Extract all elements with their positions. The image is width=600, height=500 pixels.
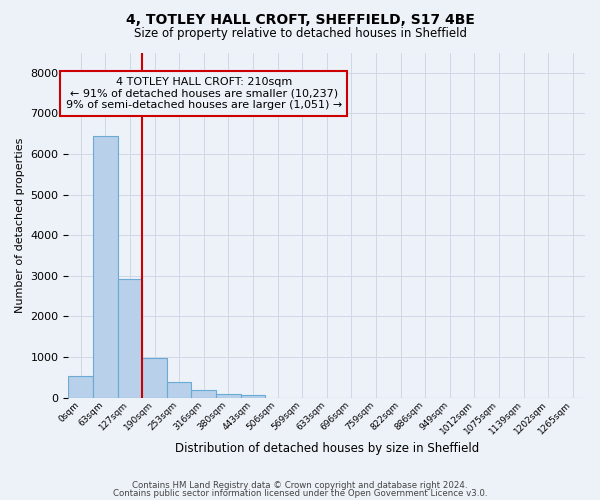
Y-axis label: Number of detached properties: Number of detached properties — [15, 138, 25, 312]
Bar — [118, 279, 142, 398]
Bar — [68, 376, 93, 398]
Text: Contains public sector information licensed under the Open Government Licence v3: Contains public sector information licen… — [113, 488, 487, 498]
Text: Size of property relative to detached houses in Sheffield: Size of property relative to detached ho… — [133, 28, 467, 40]
Text: Contains HM Land Registry data © Crown copyright and database right 2024.: Contains HM Land Registry data © Crown c… — [132, 481, 468, 490]
Bar — [216, 394, 241, 398]
Bar — [167, 382, 191, 398]
Text: 4, TOTLEY HALL CROFT, SHEFFIELD, S17 4BE: 4, TOTLEY HALL CROFT, SHEFFIELD, S17 4BE — [125, 12, 475, 26]
Bar — [93, 136, 118, 398]
Bar — [241, 396, 265, 398]
X-axis label: Distribution of detached houses by size in Sheffield: Distribution of detached houses by size … — [175, 442, 479, 455]
Bar — [191, 390, 216, 398]
Bar — [142, 358, 167, 398]
Text: 4 TOTLEY HALL CROFT: 210sqm
← 91% of detached houses are smaller (10,237)
9% of : 4 TOTLEY HALL CROFT: 210sqm ← 91% of det… — [65, 77, 342, 110]
